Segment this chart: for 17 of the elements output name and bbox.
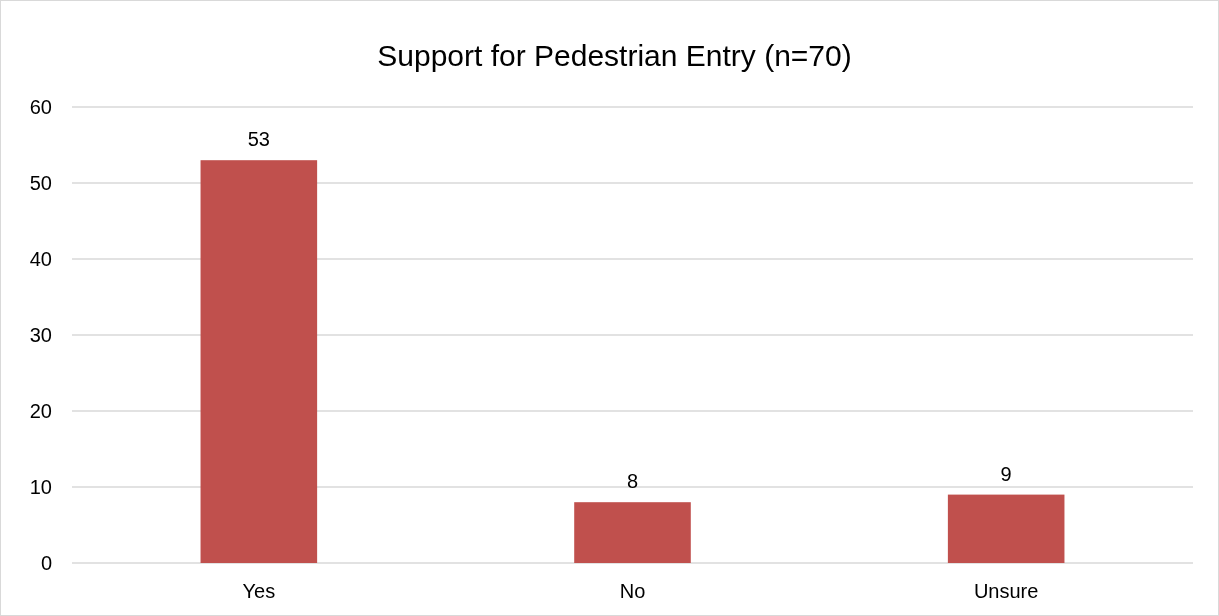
x-tick-label: Yes [242, 580, 276, 602]
bar [947, 494, 1065, 563]
y-tick-label: 50 [29, 172, 52, 194]
chart-title: Support for Pedestrian Entry (n=70) [377, 39, 852, 72]
data-label: 9 [1000, 462, 1012, 485]
y-tick-label: 0 [40, 552, 52, 574]
y-tick-label: 20 [29, 400, 52, 422]
data-label: 53 [247, 128, 270, 151]
data-label: 8 [626, 470, 639, 493]
y-tick-label: 30 [29, 324, 52, 346]
y-tick-label: 60 [29, 96, 52, 118]
bar [200, 160, 318, 563]
bar [574, 502, 691, 563]
y-tick-label: 40 [29, 248, 52, 270]
x-tick-label: Unsure [973, 580, 1039, 602]
x-tick-label: No [619, 580, 646, 602]
y-tick-label: 10 [29, 476, 52, 498]
